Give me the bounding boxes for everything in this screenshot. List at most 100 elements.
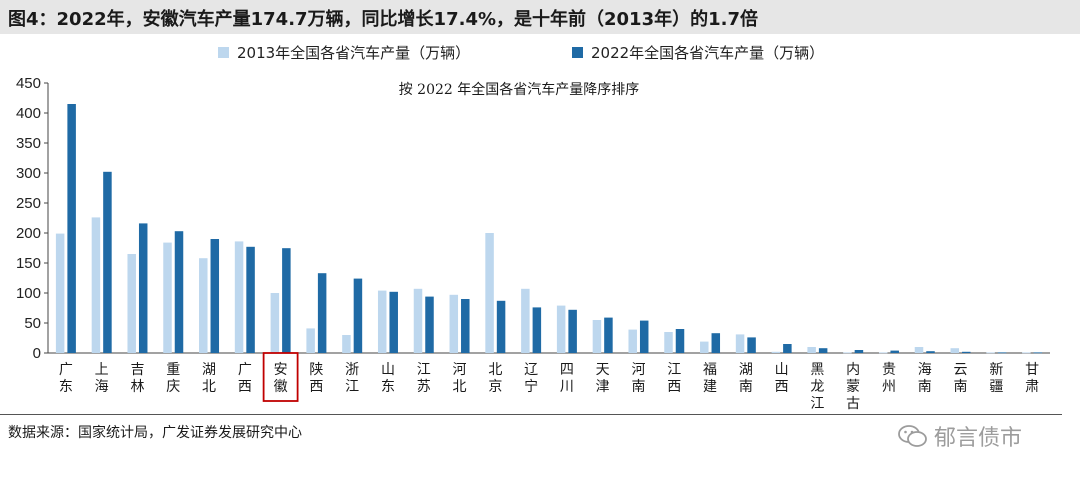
bar-2013 [413, 288, 423, 353]
x-tick-label: 建 [703, 379, 717, 395]
bar-2013 [163, 242, 172, 353]
x-tick-label: 河 [631, 362, 645, 378]
bar-2022 [425, 296, 434, 353]
x-tick-label: 南 [739, 379, 753, 395]
bar-2013 [342, 335, 351, 353]
x-tick-label: 京 [488, 379, 502, 395]
x-tick-label: 重 [166, 362, 180, 378]
bar-2022 [532, 307, 542, 353]
bar-2022 [461, 299, 470, 353]
x-tick-label: 吉 [130, 362, 144, 378]
x-tick-label: 蒙 [846, 379, 860, 395]
bar-2022 [246, 246, 255, 353]
bar-2013 [449, 294, 459, 353]
bar-2013 [950, 348, 960, 353]
x-tick-label: 江 [667, 362, 681, 378]
watermark: 郁言债市 [898, 420, 1022, 452]
x-tick-label: 南 [631, 379, 645, 395]
x-tick-label: 庆 [166, 379, 180, 395]
legend-item-2022: 2022年全国各省汽车产量（万辆） [572, 42, 824, 63]
bar-2022 [353, 278, 363, 353]
bar-2013 [1022, 352, 1031, 354]
x-tick-label: 北 [202, 379, 216, 395]
bar-2022 [854, 350, 864, 353]
title-band [0, 0, 1080, 34]
chart-title: 图4：2022年，安徽汽车产量174.7万辆，同比增长17.4%，是十年前（20… [8, 9, 758, 30]
y-tick-label: 50 [24, 315, 41, 332]
bar-2022 [317, 273, 327, 353]
x-tick-label: 山 [775, 362, 789, 378]
y-tick-label: 250 [16, 195, 41, 212]
x-tick-label: 内 [846, 362, 860, 378]
x-tick-label: 广 [59, 362, 73, 378]
x-tick-label: 东 [381, 379, 395, 395]
x-tick-label: 湖 [202, 362, 216, 378]
bar-2022 [926, 351, 935, 353]
x-tick-label: 西 [309, 379, 323, 395]
bottom-rule [0, 414, 1062, 415]
bar-2022 [496, 300, 506, 353]
bar-2013 [592, 320, 602, 353]
x-tick-label: 陕 [309, 362, 323, 378]
wechat-icon [898, 425, 927, 447]
x-tick-label: 云 [954, 362, 968, 378]
x-tick-label: 湖 [739, 362, 753, 378]
bar-2022 [389, 291, 398, 353]
x-tick-label: 黑 [810, 362, 824, 378]
x-tick-label: 川 [560, 379, 574, 395]
bar-2022 [138, 223, 148, 353]
x-tick-label: 疆 [989, 379, 1003, 395]
x-tick-label: 四 [560, 362, 574, 378]
legend-item-2013: 2013年全国各省汽车产量（万辆） [218, 42, 470, 63]
bar-2022 [1033, 352, 1043, 354]
x-tick-label: 贵 [882, 362, 896, 378]
bar-2022 [282, 248, 291, 353]
x-tick-label: 西 [238, 379, 252, 395]
highlight-box [262, 352, 299, 402]
x-tick-label: 上 [95, 362, 109, 378]
x-tick-label: 徽 [274, 379, 288, 395]
x-tick-label: 古 [846, 396, 860, 412]
x-tick-label: 东 [59, 379, 73, 395]
bar-2013 [986, 352, 995, 354]
bar-2022 [818, 348, 828, 353]
x-tick-label: 北 [488, 362, 502, 378]
bar-chart: 0 50 100 150 200 250 300 350 400 450 按 2022 年全国各省汽… [16, 75, 1050, 412]
bar-2022 [711, 333, 721, 353]
bar-2022 [568, 309, 577, 353]
bar-2022 [747, 337, 756, 353]
bar-2022 [639, 320, 649, 353]
bar-2022 [174, 231, 184, 353]
y-tick-label: 200 [16, 225, 41, 242]
bar-2013 [521, 288, 530, 353]
bar-2022 [997, 352, 1007, 354]
x-tick-label: 南 [918, 379, 932, 395]
x-tick-label: 新 [989, 362, 1003, 378]
bar-2022 [210, 239, 220, 353]
x-tick-label: 山 [381, 362, 395, 378]
x-tick-label: 河 [453, 362, 467, 378]
bar-2013 [199, 258, 208, 353]
bar-2013 [807, 347, 816, 353]
bar-2013 [878, 352, 888, 354]
bar-2013 [735, 334, 745, 353]
x-tick-label: 广 [238, 362, 252, 378]
legend-label-2022: 2022年全国各省汽车产量（万辆） [591, 44, 825, 62]
x-tick-label: 林 [130, 379, 144, 395]
bar-2013 [127, 254, 136, 353]
legend-label-2013: 2013年全国各省汽车产量（万辆） [237, 44, 471, 62]
bar-2013 [485, 233, 494, 353]
watermark-text: 郁言债市 [934, 426, 1023, 451]
bar-2013 [843, 352, 852, 354]
x-tick-label: 肃 [1025, 379, 1039, 395]
bar-2022 [962, 351, 971, 353]
legend: 2013年全国各省汽车产量（万辆） 2022年全国各省汽车产量（万辆） [0, 42, 1080, 64]
bar-2022 [103, 171, 112, 353]
x-tick-label: 海 [95, 379, 109, 395]
y-tick-label: 100 [16, 285, 41, 302]
x-tick-label: 浙 [345, 362, 359, 378]
y-tick-label: 150 [16, 255, 41, 272]
y-tick-label: 350 [16, 135, 41, 152]
x-tick-label: 辽 [524, 362, 538, 378]
x-tick-label: 海 [918, 362, 932, 378]
